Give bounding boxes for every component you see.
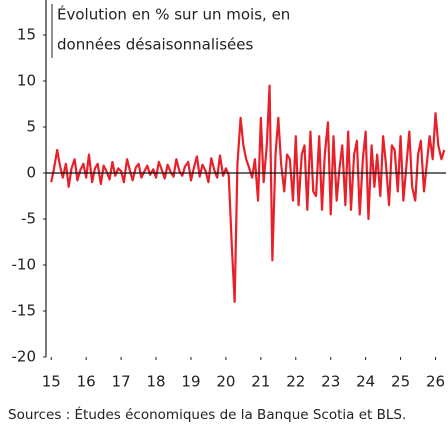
- source-note: Sources : Études économiques de la Banqu…: [8, 406, 406, 423]
- x-tick-label: 19: [181, 373, 200, 391]
- x-tick-label: 20: [216, 373, 235, 391]
- chart-title: Évolution en % sur un mois, en: [57, 5, 290, 24]
- x-tick-label: 26: [426, 373, 445, 391]
- y-tick-label: -5: [21, 210, 36, 228]
- x-tick-label: 21: [251, 373, 270, 391]
- x-tick-label: 22: [286, 373, 305, 391]
- data-line: [50, 84, 446, 303]
- y-tick-label: 0: [26, 164, 36, 182]
- y-tick-label: -10: [12, 256, 37, 274]
- x-tick-label: 24: [356, 373, 375, 391]
- x-tick-label: 23: [321, 373, 340, 391]
- x-tick-label: 17: [112, 373, 131, 391]
- y-tick-label: -20: [12, 348, 37, 366]
- x-tick-label: 15: [42, 373, 61, 391]
- y-tick-label: 5: [26, 118, 36, 136]
- y-tick-label: 10: [17, 72, 36, 90]
- x-tick-label: 25: [391, 373, 410, 391]
- y-tick-label: 15: [17, 26, 36, 44]
- y-tick-label: -15: [12, 302, 37, 320]
- x-tick-label: 18: [146, 373, 165, 391]
- x-tick-label: 16: [77, 373, 96, 391]
- chart-title: données désaisonnalisées: [57, 36, 253, 54]
